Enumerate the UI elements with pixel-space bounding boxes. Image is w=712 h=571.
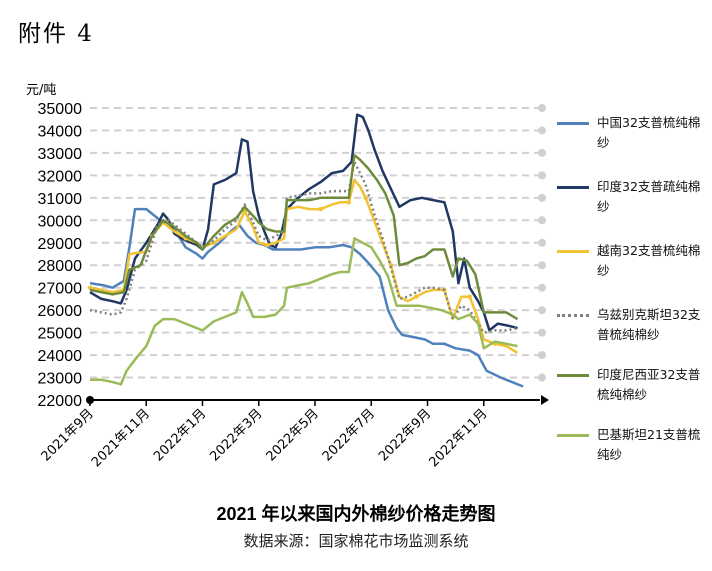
legend-label: 乌兹别克斯坦32支普梳纯棉纱	[597, 307, 701, 342]
y-tick-labels: 22000 23000 24000 25000 26000 27000 28000 29000…	[38, 101, 83, 410]
series-point	[264, 242, 270, 248]
grid-end-marker	[538, 238, 546, 247]
legend-swatch	[557, 374, 589, 377]
grid-end-marker	[538, 328, 546, 337]
y-tick-label: 34000	[38, 123, 83, 140]
y-tick-label: 24000	[38, 348, 83, 365]
y-tick-label: 31000	[38, 191, 83, 208]
legend-swatch	[557, 122, 589, 125]
y-axis-label: 元/吨	[26, 83, 56, 98]
x-tick-label: 2022年7月	[320, 406, 378, 464]
x-tick-label: 2022年1月	[151, 406, 209, 464]
series-point	[414, 294, 419, 299]
legend-label: 中国32支普梳纯棉纱	[597, 115, 701, 150]
x-tick-label: 2021年11月	[89, 406, 153, 470]
y-tick-label: 35000	[38, 101, 83, 118]
attachment-label: 附件 4	[18, 21, 94, 47]
line-chart: 元/吨 220002300024000250002600027000280002…	[26, 83, 549, 470]
x-axis	[86, 395, 549, 405]
grid-end-marker	[538, 104, 546, 112]
grid-lines	[90, 104, 546, 382]
series-point	[318, 206, 323, 212]
grid-end-marker	[538, 148, 546, 157]
chart-source: 数据来源：国家棉花市场监测系统	[243, 532, 469, 550]
y-tick-label: 27000	[38, 281, 83, 298]
legend-swatch	[557, 250, 589, 253]
x-tick-label: 2022年3月	[207, 406, 265, 464]
y-tick-label: 32000	[38, 168, 83, 185]
y-tick-label: 22000	[38, 393, 83, 410]
y-tick-label: 28000	[38, 258, 83, 275]
grid-end-marker	[538, 193, 546, 202]
series-line-1	[89, 113, 518, 332]
legend-label: 印度尼西亚32支普梳纯棉纱	[597, 367, 701, 402]
legend-label: 印度32支普疏纯棉纱	[597, 179, 701, 214]
x-tick-label: 2021年9月	[39, 406, 97, 464]
grid-end-marker	[538, 261, 546, 270]
series-point	[467, 294, 472, 299]
x-tick-label: 2022年5月	[264, 406, 322, 464]
x-tick-label: 2022年11月	[426, 406, 490, 470]
grid-end-marker	[538, 216, 546, 225]
y-tick-label: 23000	[38, 371, 83, 388]
series-point	[87, 285, 93, 290]
legend-swatch	[557, 314, 589, 317]
x-tick-label: 2022年9月	[376, 406, 434, 464]
grid-end-marker	[538, 351, 546, 360]
y-tick-label: 26000	[38, 303, 83, 320]
x-tick-labels: 2021年9月2021年11月2022年1月2022年3月2022年5月2022…	[39, 400, 491, 470]
y-tick-label: 33000	[38, 146, 83, 163]
series-line-0	[89, 207, 524, 388]
legend-label: 越南32支普梳纯棉纱	[597, 243, 701, 278]
grid-end-marker	[538, 373, 546, 382]
legend-label: 巴基斯坦21支普梳纯纱	[597, 427, 701, 462]
series-point	[346, 200, 351, 205]
grid-end-marker	[538, 126, 546, 135]
x-axis-arrow	[541, 395, 549, 405]
chart-title: 2021 年以来国内外棉纱价格走势图	[216, 504, 496, 524]
series-line-3	[89, 160, 518, 334]
y-tick-label: 25000	[38, 326, 83, 343]
series-lines	[87, 113, 524, 388]
legend-swatch	[557, 186, 589, 189]
legend-swatch	[557, 434, 589, 437]
grid-end-marker	[538, 283, 546, 292]
y-tick-label: 29000	[38, 236, 83, 253]
series-line-5	[90, 237, 518, 386]
series-point	[363, 195, 368, 201]
y-tick-label: 30000	[38, 213, 83, 230]
series-line-4	[89, 153, 519, 321]
grid-end-marker	[538, 171, 546, 180]
grid-end-marker	[538, 306, 546, 315]
